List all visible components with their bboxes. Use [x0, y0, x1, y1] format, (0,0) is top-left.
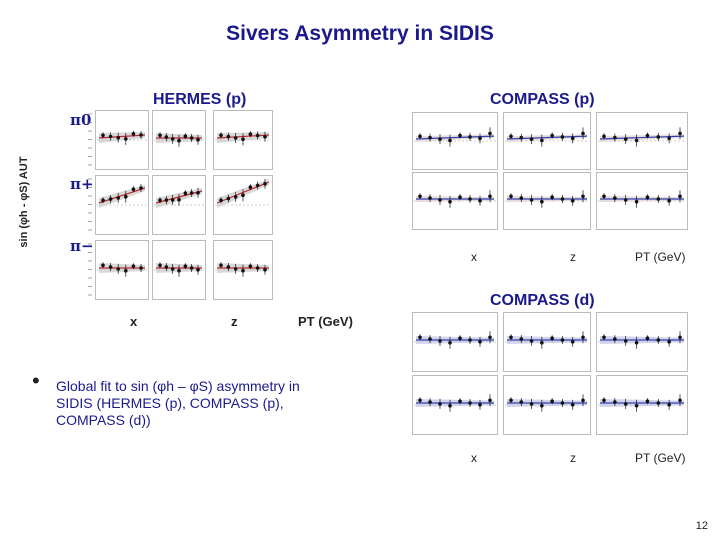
bullet-marker: • — [32, 368, 40, 393]
hermes-pt-label: PT (GeV) — [298, 314, 353, 329]
compass-d-plot-r0-c1 — [503, 312, 591, 372]
compass-d-header: COMPASS (d) — [490, 292, 595, 309]
compass-d-plot-r1-c2 — [596, 375, 688, 435]
compass-d-z-label: z — [570, 451, 576, 465]
compass-p-plot-r0-c2 — [596, 112, 688, 170]
compass-d-x-label: x — [471, 451, 477, 465]
compass-p-plot-r0-c1 — [503, 112, 591, 170]
hermes-label-pi0: π0 — [70, 111, 92, 129]
hermes-label-piplus: π+ — [70, 175, 94, 193]
bullet-text-line2: SIDIS (HERMES (p), COMPASS (p), — [56, 395, 284, 411]
hermes-plot-r1-c0 — [95, 175, 149, 235]
compass-p-plot-r1-c2 — [596, 172, 688, 230]
compass-p-plot-r1-c1 — [503, 172, 591, 230]
hermes-plot-r1-c1 — [152, 175, 206, 235]
hermes-header: HERMES (p) — [153, 91, 247, 108]
compass-p-x-label: x — [471, 250, 477, 264]
compass-d-pt-label: PT (GeV) — [635, 451, 686, 465]
hermes-y-ticks — [88, 113, 92, 166]
hermes-y-ticks — [88, 178, 92, 231]
hermes-label-piminus: π− — [70, 237, 94, 255]
compass-d-plot-r1-c1 — [503, 375, 591, 435]
bullet-text: Global fit to sin (φh – φS) asymmetry in… — [56, 378, 356, 429]
bullet-text-line3: COMPASS (d)) — [56, 412, 151, 428]
hermes-z-label: z — [231, 314, 238, 329]
page-number: 12 — [695, 520, 708, 532]
hermes-plot-r0-c0 — [95, 110, 149, 170]
compass-p-plot-r0-c0 — [412, 112, 498, 170]
hermes-x-label: x — [130, 314, 138, 329]
bullet-text-line1: Global fit to sin (φh – φS) asymmetry in — [56, 378, 300, 394]
compass-p-pt-label: PT (GeV) — [635, 250, 686, 264]
hermes-plot-r1-c2 — [213, 175, 273, 235]
compass-d-plot-r0-c0 — [412, 312, 498, 372]
hermes-plot-r2-c0 — [95, 240, 149, 300]
hermes-y-axis-label: sin (φh - φS) AUT — [18, 156, 30, 248]
compass-p-header: COMPASS (p) — [490, 91, 595, 108]
compass-d-plot-r0-c2 — [596, 312, 688, 372]
hermes-y-ticks — [88, 243, 92, 296]
hermes-plot-r2-c1 — [152, 240, 206, 300]
compass-p-z-label: z — [570, 250, 576, 264]
hermes-plot-r0-c2 — [213, 110, 273, 170]
slide-title: Sivers Asymmetry in SIDIS — [226, 22, 494, 45]
hermes-plot-r0-c1 — [152, 110, 206, 170]
compass-p-plot-r1-c0 — [412, 172, 498, 230]
hermes-plot-r2-c2 — [213, 240, 273, 300]
compass-d-plot-r1-c0 — [412, 375, 498, 435]
